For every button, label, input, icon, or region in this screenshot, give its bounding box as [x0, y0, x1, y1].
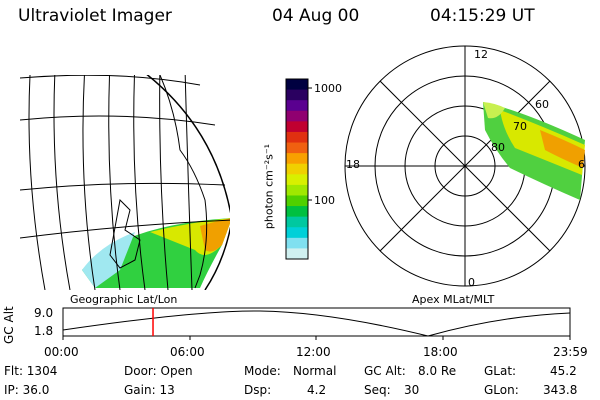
info-gcalt-value: 8.0 Re: [418, 364, 457, 378]
altitude-frame: [62, 307, 571, 337]
mlt-label-6: 6: [578, 158, 585, 171]
polar-aurora-peak: [540, 130, 585, 168]
colorbar-band: [286, 142, 308, 154]
colorbar-band: [286, 153, 308, 165]
geo-island: [109, 198, 141, 269]
altitude-xtick-1: 06:00: [170, 345, 205, 359]
altitude-axis-title: GC Alt: [2, 306, 16, 344]
colorbar-band: [286, 89, 308, 101]
mlat-label-80: 80: [491, 141, 505, 154]
colorbar-band: [286, 195, 308, 207]
earth-limb: [129, 75, 230, 290]
info-door: Door: Open: [124, 364, 193, 378]
info-dsp-value: 4.2: [307, 383, 327, 397]
altitude-xtick-0: 00:00: [44, 345, 79, 359]
geo-aurora-peak: [200, 218, 230, 252]
apex-label: Apex MLat/MLT: [412, 293, 495, 306]
info-glon-value: 343.8: [543, 383, 578, 397]
colorbar-frame: [285, 78, 309, 260]
colorbar-band: [286, 237, 308, 249]
colorbar-band: [286, 79, 308, 91]
colorbar-band: [286, 131, 308, 144]
altitude-ytick-high: 9.0: [34, 306, 54, 320]
colorbar-band: [286, 163, 308, 175]
date-label: 04 Aug 00: [272, 6, 360, 26]
colorbar-band: [286, 100, 308, 112]
colorbar-band: [286, 121, 308, 133]
altitude-xtick-4: 23:59: [553, 345, 588, 359]
altitude-curve: [62, 310, 571, 337]
info-mode-value: Normal: [293, 364, 337, 378]
altitude-ticks: [62, 336, 571, 340]
altitude-xtick-2: 12:00: [296, 345, 331, 359]
info-ip: IP: 36.0: [4, 383, 50, 397]
info-flight: Flt: 1304: [4, 364, 58, 378]
colorbar-band: [286, 227, 308, 239]
info-glat-label: GLat:: [484, 364, 517, 378]
altitude-xtick-3: 18:00: [423, 345, 458, 359]
colorbar-band: [286, 206, 308, 218]
mlt-label-0: 0: [468, 276, 475, 289]
colorbar-label-1000: 1000: [314, 82, 342, 95]
colorbar-band: [286, 110, 308, 122]
colorbar-band: [286, 248, 308, 260]
colorbar-band: [286, 174, 308, 186]
info-seq-value: 30: [404, 383, 420, 397]
instrument-title: Ultraviolet Imager: [18, 6, 172, 26]
info-gain: Gain: 13: [124, 383, 175, 397]
info-glat-value: 45.2: [550, 364, 577, 378]
polar-aurora-edge: [483, 102, 505, 119]
time-label: 04:15:29 UT: [430, 6, 535, 26]
mlat-label-60: 60: [535, 98, 549, 111]
colorbar-band: [286, 216, 308, 228]
geographic-label: Geographic Lat/Lon: [70, 293, 178, 306]
info-glon-label: GLon:: [484, 383, 519, 397]
geo-aurora-faint: [82, 232, 135, 288]
altitude-ytick-low: 1.8: [34, 324, 54, 338]
info-mode-label: Mode:: [244, 364, 281, 378]
info-seq-label: Seq:: [364, 383, 391, 397]
info-dsp-label: Dsp:: [244, 383, 272, 397]
mlat-label-70: 70: [513, 120, 527, 133]
info-gcalt-label: GC Alt:: [364, 364, 406, 378]
colorbar-label-100: 100: [314, 194, 335, 207]
mlt-label-12: 12: [474, 48, 488, 61]
colorbar-band: [286, 184, 308, 196]
geo-meridians: [28, 75, 193, 290]
mlt-label-18: 18: [346, 158, 360, 171]
colorbar-bands: [286, 79, 308, 260]
geo-coastline: [159, 75, 208, 289]
